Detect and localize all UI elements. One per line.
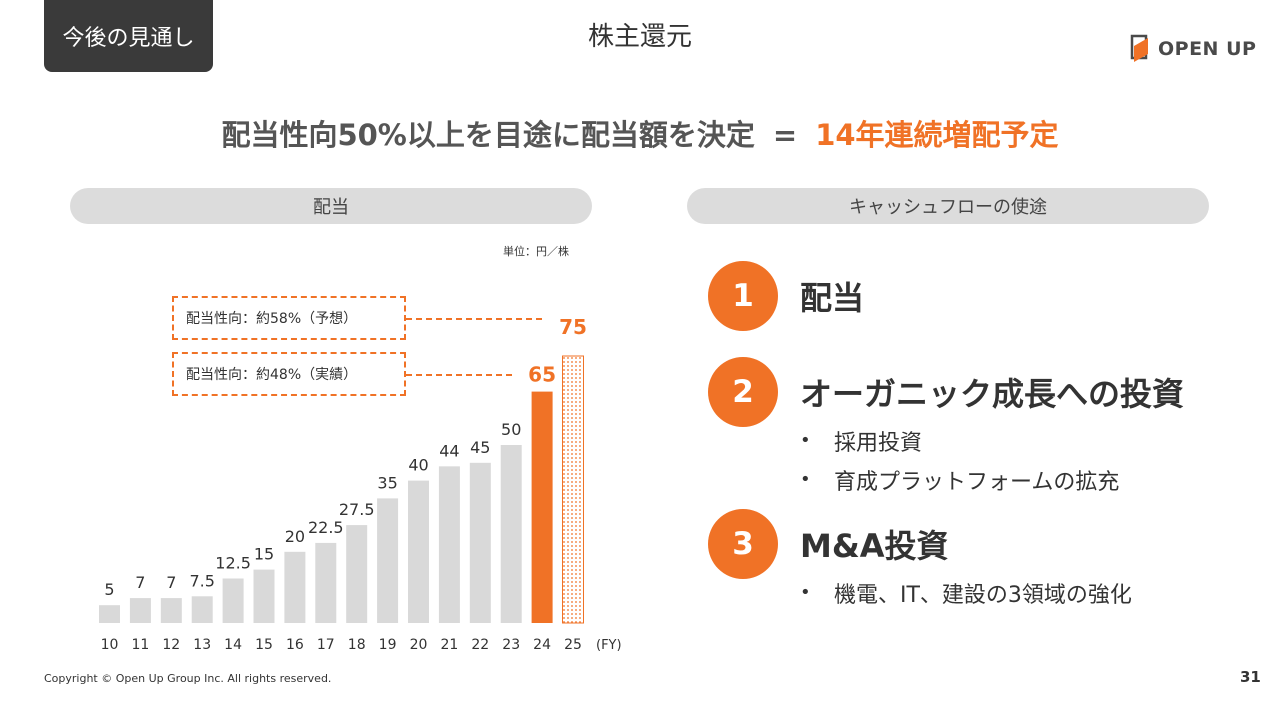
bar-fy10 — [99, 605, 120, 623]
bar-value-label: 7 — [166, 573, 176, 592]
x-tick-label: 25 — [564, 637, 582, 653]
bar-value-label: 15 — [254, 545, 274, 564]
x-tick-label: 19 — [379, 637, 397, 653]
x-tick-label: 14 — [224, 637, 242, 653]
cashflow-pill: キャッシュフローの使途 — [687, 188, 1209, 224]
bar-fy13 — [191, 596, 213, 623]
bar-value-label: 12.5 — [215, 554, 251, 573]
payout-forecast-box: 配当性向：約58%（予想） — [172, 296, 406, 340]
item-title: 配当 — [800, 279, 865, 317]
bar-fy22 — [469, 462, 491, 623]
bar-value-label: 45 — [470, 438, 490, 457]
item-title: M&A投資 — [800, 527, 949, 565]
payout-actual-box: 配当性向：約48%（実績） — [172, 352, 406, 396]
x-tick-label: 15 — [255, 637, 273, 653]
bar-value-label: 7.5 — [189, 571, 214, 590]
headline: 配当性向50%以上を目途に配当額を決定 = 14年連続増配予定 — [0, 112, 1280, 154]
x-tick-label: 21 — [440, 637, 458, 653]
dividend-chart: 5 10 7 11 7 12 7.5 13 12.5 14 15 15 20 16 22.5 17 27.5 18… — [99, 315, 587, 653]
bar-fy17 — [315, 542, 337, 623]
bar-fy19 — [377, 498, 399, 623]
x-tick-label: 22 — [471, 637, 489, 653]
headline-main: 配当性向50%以上を目途に配当額を決定 — [221, 118, 755, 152]
bar-fy16 — [284, 551, 306, 623]
bar-fy15 — [253, 569, 275, 623]
bar-value-label: 65 — [528, 363, 556, 387]
x-tick-label: 18 — [348, 637, 366, 653]
bar-fy20 — [408, 480, 429, 623]
item-3-bullets: • 機電、IT、建設の3領域の強化 — [800, 573, 1132, 612]
number-badge: 3 — [708, 509, 778, 579]
x-tick-label: 17 — [317, 637, 335, 653]
bar-value-label: 5 — [104, 580, 114, 599]
x-tick-label: 11 — [131, 637, 149, 653]
x-tick-label: 12 — [162, 637, 180, 653]
use-item-3: 3 M&A投資 — [708, 509, 949, 579]
bar-fy25 — [562, 355, 584, 624]
x-tick-label: 23 — [502, 637, 520, 653]
bar-fy11 — [129, 598, 151, 623]
bar-value-label: 75 — [559, 315, 587, 339]
payout-forecast-connector — [406, 318, 542, 320]
open-up-logo-icon — [1130, 34, 1148, 62]
dividend-pill: 配当 — [70, 188, 592, 224]
page-number: 31 — [1240, 668, 1261, 686]
use-item-2: 2 オーガニック成長への投資 — [708, 357, 1184, 427]
bar-value-label: 40 — [408, 456, 428, 475]
bar-fy23 — [500, 445, 522, 623]
x-tick-label: 24 — [533, 637, 551, 653]
x-tick-label: 10 — [101, 637, 119, 653]
headline-equals: = — [772, 118, 798, 152]
use-item-1: 1 配当 — [708, 261, 864, 331]
bar-value-label: 22.5 — [308, 518, 344, 537]
page-title: 株主還元 — [587, 22, 692, 52]
bar-fy14 — [222, 578, 244, 623]
section-tag: 今後の見通し — [44, 0, 213, 72]
bullet-item: • 育成プラットフォームの拡充 — [800, 469, 1120, 495]
copyright: Copyright © Open Up Group Inc. All right… — [44, 672, 332, 685]
bar-value-label: 20 — [285, 527, 305, 546]
unit-label: 単位：円／株 — [503, 245, 569, 258]
logo-text: OPEN UP — [1158, 38, 1257, 60]
bar-value-label: 27.5 — [339, 500, 375, 519]
bar-value-label: 50 — [501, 420, 521, 439]
number-badge: 2 — [708, 357, 778, 427]
bar-fy21 — [438, 466, 460, 623]
bar-fy18 — [346, 525, 368, 623]
bar-value-label: 44 — [439, 441, 459, 460]
payout-actual-connector — [406, 374, 512, 376]
bar-value-label: 7 — [135, 573, 145, 592]
x-tick-label: 13 — [193, 637, 211, 653]
headline-accent: 14年連続増配予定 — [815, 118, 1059, 152]
bullet-item: • 採用投資 — [800, 430, 923, 456]
bullet-item: • 機電、IT、建設の3領域の強化 — [800, 582, 1132, 608]
x-tick-label: 20 — [410, 637, 428, 653]
item-title: オーガニック成長への投資 — [800, 375, 1185, 413]
bar-fy12 — [160, 598, 182, 623]
bar-fy24 — [531, 391, 553, 623]
fy-label: (FY) — [596, 638, 622, 653]
x-tick-label: 16 — [286, 637, 304, 653]
bar-value-label: 35 — [377, 473, 397, 492]
number-badge: 1 — [708, 261, 778, 331]
item-2-bullets: • 採用投資 • 育成プラットフォームの拡充 — [800, 421, 1119, 499]
company-logo: OPEN UP — [1130, 34, 1256, 64]
